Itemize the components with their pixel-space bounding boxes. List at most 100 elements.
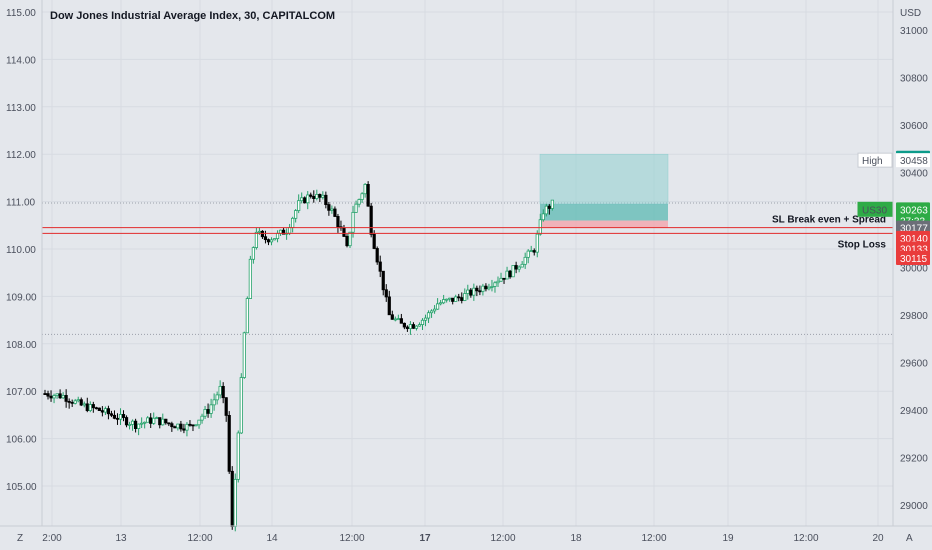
candle[interactable] — [82, 401, 86, 408]
candle[interactable] — [88, 401, 92, 413]
candle[interactable] — [360, 192, 364, 204]
candle[interactable] — [499, 272, 503, 282]
position-profit-zone[interactable] — [539, 153, 669, 205]
candle[interactable] — [426, 310, 431, 323]
candle[interactable] — [200, 413, 204, 424]
candle[interactable] — [487, 283, 491, 291]
price-tag[interactable]: 30263 US30 — [857, 201, 930, 217]
candle[interactable] — [411, 322, 416, 329]
candle[interactable] — [61, 392, 65, 399]
candle[interactable] — [245, 296, 249, 334]
price-tag[interactable]: 30458 High — [857, 152, 930, 168]
candle[interactable] — [505, 266, 509, 280]
candle[interactable] — [146, 416, 150, 423]
candle[interactable] — [79, 397, 83, 407]
candle[interactable] — [272, 238, 277, 241]
candle[interactable] — [85, 397, 89, 413]
candle[interactable] — [417, 322, 422, 327]
candle[interactable] — [70, 399, 74, 407]
candle[interactable] — [451, 297, 455, 305]
candle[interactable] — [230, 466, 234, 530]
candle[interactable] — [420, 318, 425, 331]
candle[interactable] — [227, 411, 231, 474]
candle[interactable] — [547, 204, 551, 215]
candle[interactable] — [106, 405, 111, 420]
candle[interactable] — [493, 281, 497, 293]
price-tag[interactable]: 30140 — [896, 230, 930, 245]
candle[interactable] — [115, 413, 120, 425]
candle[interactable] — [58, 389, 62, 399]
candle[interactable] — [390, 310, 394, 320]
candle[interactable] — [414, 325, 419, 331]
candle[interactable] — [297, 194, 301, 214]
candle[interactable] — [133, 418, 138, 433]
candle[interactable] — [212, 393, 216, 411]
candle[interactable] — [517, 265, 521, 273]
candle[interactable] — [384, 284, 388, 302]
candle[interactable] — [469, 288, 473, 298]
candle[interactable] — [514, 261, 518, 274]
candle[interactable] — [239, 373, 243, 434]
candle[interactable] — [182, 423, 186, 434]
candle[interactable] — [408, 321, 413, 335]
candle[interactable] — [354, 200, 358, 213]
candle[interactable] — [49, 390, 53, 402]
candle[interactable] — [402, 322, 406, 330]
candle[interactable] — [55, 393, 59, 399]
candle[interactable] — [472, 283, 476, 301]
candle[interactable] — [535, 230, 539, 258]
candle[interactable] — [481, 283, 485, 296]
candle[interactable] — [478, 285, 482, 296]
candle[interactable] — [218, 380, 222, 399]
candle[interactable] — [318, 193, 322, 203]
candle[interactable] — [336, 213, 340, 233]
candle[interactable] — [91, 401, 95, 413]
candle[interactable] — [209, 398, 213, 418]
candle[interactable] — [324, 191, 328, 209]
candle[interactable] — [254, 227, 258, 250]
candle[interactable] — [378, 255, 382, 278]
candle[interactable] — [466, 284, 470, 300]
candle[interactable] — [445, 298, 449, 303]
candle[interactable] — [46, 390, 50, 400]
candle[interactable] — [303, 196, 307, 204]
candle[interactable] — [538, 213, 542, 236]
candle[interactable] — [550, 199, 554, 211]
candle[interactable] — [197, 419, 201, 429]
candle[interactable] — [405, 325, 410, 332]
candle[interactable] — [266, 238, 271, 246]
candle[interactable] — [526, 249, 530, 264]
candle[interactable] — [484, 283, 488, 292]
candle[interactable] — [508, 269, 512, 279]
candle[interactable] — [221, 382, 225, 404]
candle[interactable] — [312, 190, 316, 203]
candle[interactable] — [100, 406, 104, 417]
candle[interactable] — [149, 413, 153, 429]
candle[interactable] — [541, 209, 545, 222]
candle[interactable] — [529, 245, 533, 252]
candle[interactable] — [269, 237, 274, 246]
candle[interactable] — [457, 293, 461, 302]
candle[interactable] — [369, 202, 373, 238]
candle[interactable] — [112, 410, 117, 420]
candle[interactable] — [179, 420, 183, 432]
candle[interactable] — [52, 393, 56, 404]
candle[interactable] — [348, 231, 352, 249]
candle[interactable] — [203, 405, 207, 420]
candle[interactable] — [306, 191, 310, 210]
candle[interactable] — [315, 189, 319, 201]
candle[interactable] — [393, 316, 397, 322]
candle[interactable] — [435, 298, 440, 310]
candle[interactable] — [155, 416, 159, 420]
candle[interactable] — [191, 424, 195, 432]
candle[interactable] — [321, 191, 325, 200]
candle[interactable] — [496, 276, 500, 287]
candle[interactable] — [490, 279, 494, 292]
candle[interactable] — [215, 391, 219, 405]
candle[interactable] — [67, 398, 71, 409]
candle[interactable] — [176, 423, 180, 431]
position-loss-zone[interactable] — [540, 220, 668, 228]
candle[interactable] — [124, 415, 129, 428]
candle[interactable] — [194, 424, 198, 427]
